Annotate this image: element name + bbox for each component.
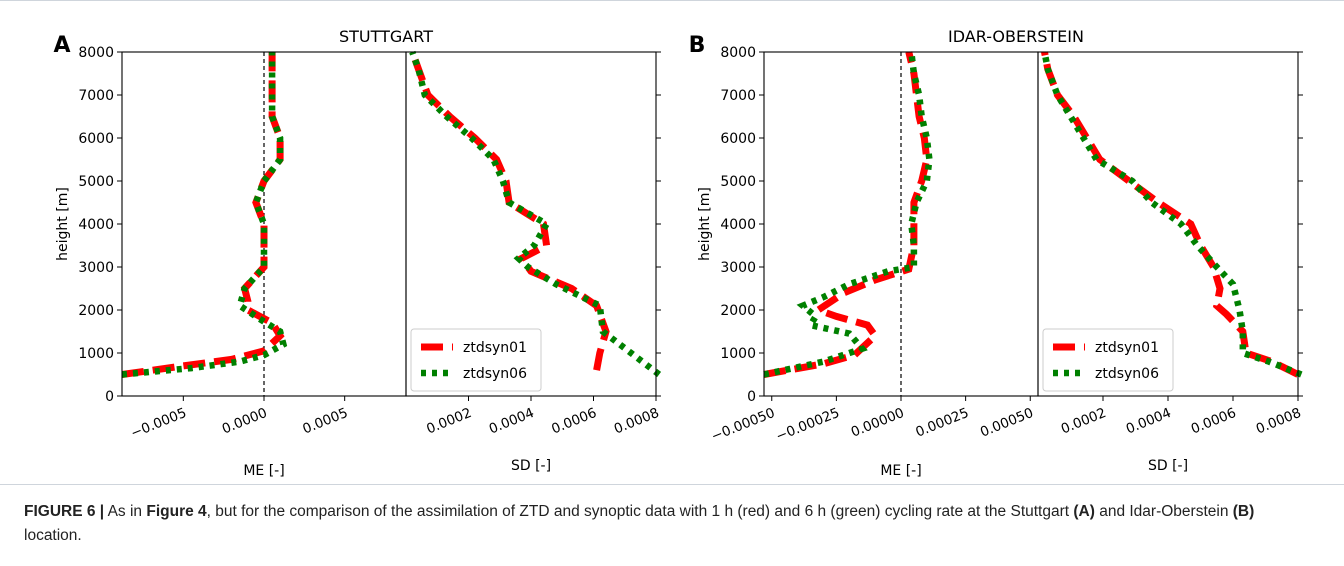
sd-x-tick-label: 0.0002 [424,405,474,438]
top-rule [0,0,1344,1]
series-line-me-ztdsyn01 [121,52,285,378]
figure-caption: FIGURE 6 | As in Figure 4, but for the c… [24,500,1314,548]
caption-text-3: and Idar-Oberstein [1094,503,1233,520]
y-tick-label: 5000 [720,174,756,190]
y-tick-label: 5000 [78,174,114,190]
y-tick-label: 3000 [78,260,114,276]
series-line-sd-ztdsyn06 [1041,51,1303,378]
sd-x-tick-label: 0.0006 [1189,405,1239,438]
me-x-tick-label: −0.0005 [129,405,189,442]
panel-title: IDAR-OBERSTEIN [948,27,1084,46]
me-x-tick-label: 0.00050 [978,405,1036,441]
y-tick-label: 7000 [720,88,756,104]
series-line-me-ztdsyn06 [121,52,288,378]
legend-label-ztdsyn01: ztdsyn01 [463,340,527,356]
y-tick-label: 1000 [78,346,114,362]
sd-x-axis-label: SD [-] [511,458,551,474]
panel-label: A [53,33,70,58]
sd-x-axis-label: SD [-] [1148,458,1188,474]
y-tick-label: 4000 [720,217,756,233]
y-tick-label: 8000 [720,45,756,61]
y-tick-label: 0 [105,389,114,405]
me-x-tick-label: −0.00025 [774,405,842,445]
sd-x-tick-label: 0.0002 [1059,405,1109,438]
me-x-tick-label: 0.0005 [300,405,350,438]
legend-label-ztdsyn06: ztdsyn06 [463,366,527,382]
series-line-me-ztdsyn06 [763,51,933,378]
y-tick-label: 6000 [720,131,756,147]
y-tick-label: 2000 [78,303,114,319]
caption-figure-label: FIGURE 6 | [24,503,105,520]
y-tick-label: 7000 [78,88,114,104]
legend-label-ztdsyn06: ztdsyn06 [1095,366,1159,382]
caption-figure-ref: Figure 4 [146,503,207,520]
me-x-tick-label: 0.0000 [220,405,270,438]
caption-text-4: location. [24,527,82,544]
y-axis-label: height [m] [697,187,713,261]
caption-divider [0,484,1344,485]
me-x-tick-label: −0.00050 [709,405,777,445]
y-tick-label: 1000 [720,346,756,362]
series-line-sd-ztdsyn01 [409,50,610,371]
caption-text-2: , but for the comparison of the assimila… [206,503,1074,520]
series-line-sd-ztdsyn01 [1041,51,1300,378]
me-x-tick-label: 0.00000 [849,405,907,441]
sd-x-tick-label: 0.0008 [1254,405,1304,438]
panel-title: STUTTGART [339,27,433,46]
panel-b: B IDAR-OBERSTEIN 0 1000 2000 3000 4000 5000 6000… [689,27,1304,479]
panel-a: A STUTTGART 0 1000 2000 3000 4000 5000 6000 7000 8… [53,27,661,479]
me-x-axis-label: ME [-] [880,463,921,479]
y-tick-label: 4000 [78,217,114,233]
me-x-axis-label: ME [-] [243,463,284,479]
y-tick-label: 3000 [720,260,756,276]
y-tick-label: 6000 [78,131,114,147]
panel-label: B [689,33,706,58]
caption-panel-a: (A) [1073,503,1095,520]
sd-x-tick-label: 0.0008 [612,405,662,438]
series-line-me-ztdsyn01 [763,51,931,378]
legend-label-ztdsyn01: ztdsyn01 [1095,340,1159,356]
me-x-tick-label: 0.00025 [913,405,971,441]
y-tick-label: 2000 [720,303,756,319]
sd-x-tick-label: 0.0004 [487,405,537,438]
y-tick-label: 0 [747,389,756,405]
caption-panel-b: (B) [1232,503,1255,520]
sd-x-tick-label: 0.0006 [549,405,599,438]
caption-text-1: As in [104,503,147,520]
y-axis-label: height [m] [55,187,71,261]
series-line-sd-ztdsyn06 [409,50,662,378]
sd-x-tick-label: 0.0004 [1124,405,1174,438]
legend: ztdsyn01 ztdsyn06 [410,328,542,392]
legend: ztdsyn01 ztdsyn06 [1042,328,1174,392]
y-tick-label: 8000 [78,45,114,61]
